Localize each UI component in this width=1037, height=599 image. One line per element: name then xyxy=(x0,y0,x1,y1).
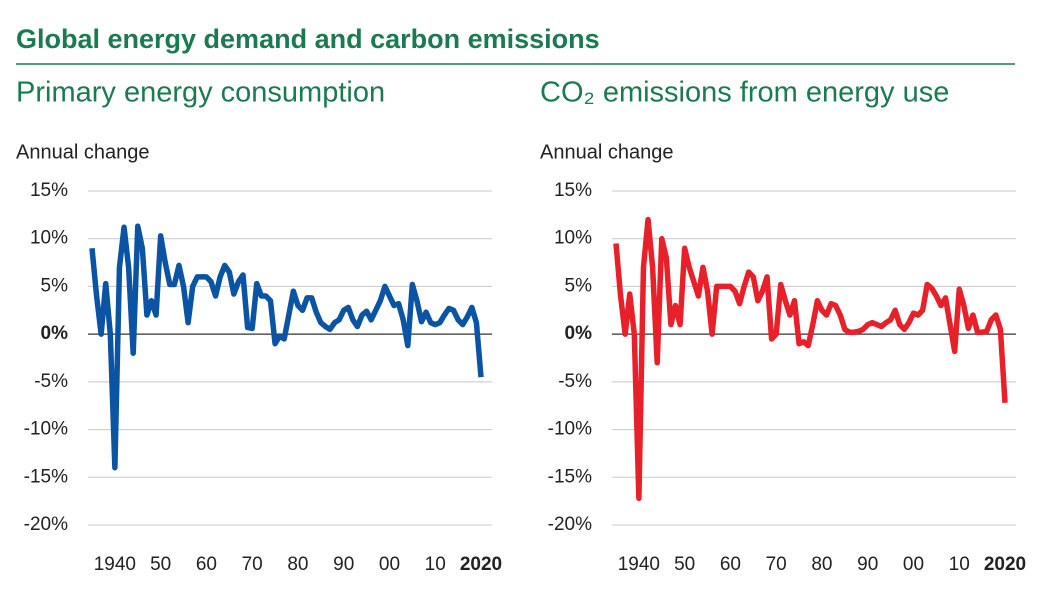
y-axis-label: Annual change xyxy=(540,141,673,163)
x-tick-label: 10 xyxy=(949,554,970,575)
x-tick-label: 10 xyxy=(425,554,446,575)
data-line xyxy=(89,223,484,471)
y-tick-label: -15% xyxy=(24,466,68,487)
x-tick-label: 2020 xyxy=(984,554,1026,575)
x-tick-label: 90 xyxy=(333,554,354,575)
x-tick-label: 70 xyxy=(242,554,263,575)
x-tick-label: 80 xyxy=(287,554,308,575)
y-axis-label: Annual change xyxy=(16,141,149,163)
data-line xyxy=(613,216,1008,502)
chart-subtitle: CO₂ emissions from energy use xyxy=(540,77,949,109)
y-tick-label: 15% xyxy=(554,180,592,201)
x-tick-label: 50 xyxy=(674,554,695,575)
y-tick-label: 0% xyxy=(41,323,69,344)
y-tick-label: 5% xyxy=(41,275,69,296)
y-tick-label: 15% xyxy=(30,180,68,201)
x-tick-label: 80 xyxy=(811,554,832,575)
figure-title: Global energy demand and carbon emission… xyxy=(16,24,600,54)
y-tick-label: -10% xyxy=(24,419,68,440)
y-tick-label: -15% xyxy=(548,466,592,487)
y-tick-label: 5% xyxy=(565,275,593,296)
x-tick-label: 60 xyxy=(720,554,741,575)
y-tick-label: 10% xyxy=(30,228,68,249)
x-tick-label: 50 xyxy=(150,554,171,575)
x-tick-label: 70 xyxy=(766,554,787,575)
y-tick-label: -20% xyxy=(548,514,592,535)
x-tick-label: 00 xyxy=(379,554,400,575)
x-tick-label: 1940 xyxy=(618,554,660,575)
x-tick-label: 1940 xyxy=(94,554,136,575)
y-tick-label: 10% xyxy=(554,228,592,249)
x-tick-label: 60 xyxy=(196,554,217,575)
x-tick-label: 00 xyxy=(903,554,924,575)
y-tick-label: -10% xyxy=(548,419,592,440)
x-tick-label: 2020 xyxy=(460,554,502,575)
y-tick-label: -5% xyxy=(558,371,592,392)
y-tick-label: 0% xyxy=(565,323,593,344)
y-tick-label: -20% xyxy=(24,514,68,535)
y-tick-label: -5% xyxy=(34,371,68,392)
chart-subtitle: Primary energy consumption xyxy=(16,77,385,109)
x-tick-label: 90 xyxy=(857,554,878,575)
